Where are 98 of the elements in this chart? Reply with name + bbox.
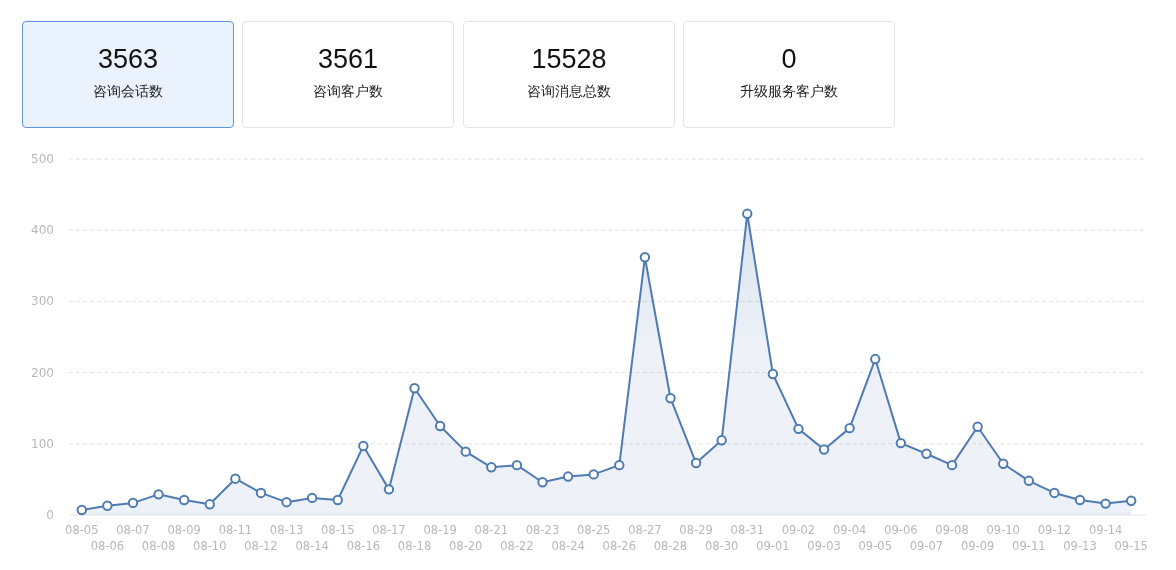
- x-tick-label: 08-21: [474, 523, 509, 537]
- point: [870, 353, 881, 365]
- point: [793, 423, 804, 435]
- x-tick-label: 08-12: [244, 539, 278, 553]
- point: [76, 504, 87, 516]
- point: [1100, 498, 1111, 509]
- x-tick-label: 08-13: [269, 523, 304, 537]
- point: [844, 422, 855, 434]
- point: [255, 487, 267, 499]
- text: 咨询消息总数: [526, 83, 612, 101]
- point: [383, 484, 395, 495]
- point: [332, 494, 343, 506]
- point: [921, 448, 932, 459]
- y-tick-label: 200: [31, 365, 54, 380]
- point: [588, 469, 599, 480]
- x-tick-label: 09-04: [832, 523, 867, 537]
- point: [434, 420, 446, 432]
- point: [204, 499, 215, 510]
- point: [1023, 475, 1035, 487]
- point: [281, 496, 292, 508]
- point: [1074, 494, 1086, 506]
- y-tick-label: 0: [46, 508, 54, 522]
- point: [537, 477, 548, 488]
- x-tick-label: 09-11: [1012, 539, 1046, 553]
- point: [614, 459, 625, 471]
- text: 3561: [316, 44, 380, 75]
- point: [511, 459, 523, 471]
- text: 0: [780, 44, 798, 75]
- x-tick-label: 09-13: [1063, 539, 1097, 553]
- x-tick-label: 09-15: [1114, 539, 1148, 553]
- point: [486, 462, 497, 473]
- x-tick-label: 08-17: [372, 523, 406, 537]
- x-tick-label: 09-06: [884, 523, 918, 537]
- text: 15528: [530, 44, 608, 75]
- x-tick-label: 08-05: [65, 523, 99, 537]
- x-tick-label: 08-15: [321, 523, 355, 537]
- x-tick-label: 09-02: [781, 523, 816, 537]
- point: [409, 383, 420, 394]
- text: 咨询客户数: [312, 83, 384, 101]
- text: 3563: [96, 44, 160, 75]
- x-tick-label: 09-01: [756, 539, 790, 553]
- y-tick-label: 100: [31, 436, 54, 451]
- point: [639, 252, 651, 263]
- point: [1126, 495, 1137, 506]
- x-tick-label: 08-20: [449, 539, 483, 553]
- point: [767, 368, 779, 380]
- point: [460, 446, 471, 457]
- x-tick-label: 08-19: [423, 523, 457, 537]
- x-tick-label: 09-07: [909, 539, 944, 553]
- point: [946, 459, 958, 471]
- x-tick-label: 08-11: [218, 523, 253, 537]
- point: [895, 437, 907, 449]
- x-tick-label: 08-26: [602, 539, 637, 553]
- text: 升级服务客户数: [739, 83, 839, 101]
- point: [665, 393, 676, 404]
- x-tick-label: 08-08: [141, 539, 176, 553]
- point: [178, 494, 190, 506]
- point: [742, 208, 753, 220]
- x-tick-label: 08-29: [679, 523, 713, 537]
- point: [562, 471, 574, 482]
- x-tick-label: 08-22: [500, 539, 534, 553]
- text: 咨询会话数: [92, 83, 164, 101]
- point: [306, 492, 318, 504]
- x-tick-label: 09-12: [1037, 523, 1072, 537]
- point: [153, 489, 164, 500]
- x-tick-label: 08-09: [167, 523, 201, 537]
- x-tick-label: 09-14: [1088, 523, 1123, 537]
- point: [998, 458, 1009, 469]
- point: [972, 421, 983, 432]
- x-tick-label: 08-25: [576, 523, 611, 537]
- x-tick-label: 08-31: [730, 523, 764, 537]
- x-tick-label: 09-03: [807, 539, 841, 553]
- y-tick-label: 400: [31, 223, 54, 238]
- x-tick-label: 08-23: [525, 523, 560, 537]
- x-tick-label: 08-18: [397, 539, 432, 553]
- x-tick-label: 09-08: [935, 523, 969, 537]
- x-tick-label: 08-14: [295, 539, 329, 553]
- x-tick-label: 08-16: [346, 539, 381, 553]
- x-tick-label: 08-06: [90, 539, 125, 553]
- y-tick-label: 300: [31, 294, 54, 309]
- point: [818, 444, 830, 455]
- point: [358, 440, 369, 452]
- x-tick-label: 09-05: [858, 539, 892, 553]
- point: [690, 457, 702, 469]
- x-tick-label: 08-28: [653, 539, 688, 553]
- x-tick-label: 09-09: [960, 539, 995, 553]
- x-tick-label: 08-07: [116, 523, 150, 537]
- y-tick-label: 500: [31, 152, 54, 166]
- x-tick-label: 08-24: [551, 539, 585, 553]
- x-tick-label: 09-10: [986, 523, 1020, 537]
- x-tick-label: 08-27: [628, 523, 662, 537]
- x-tick-label: 08-30: [704, 539, 739, 553]
- point: [230, 473, 241, 484]
- point: [716, 435, 727, 446]
- point: [127, 497, 139, 509]
- point: [102, 500, 113, 511]
- point: [1049, 487, 1060, 499]
- x-tick-label: 08-10: [193, 539, 227, 553]
